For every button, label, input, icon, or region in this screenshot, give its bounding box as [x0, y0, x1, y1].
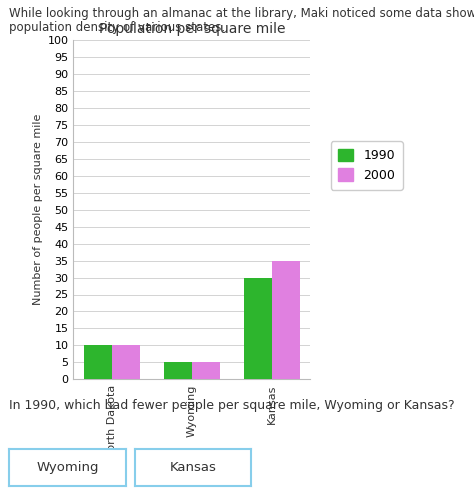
Y-axis label: Number of people per square mile: Number of people per square mile: [34, 114, 44, 305]
Bar: [112, 345, 140, 379]
Title: Population per square mile: Population per square mile: [99, 22, 285, 36]
Text: In 1990, which had fewer people per square mile, Wyoming or Kansas?: In 1990, which had fewer people per squa…: [9, 399, 455, 412]
Text: Kansas: Kansas: [170, 461, 217, 474]
X-axis label: States: States: [174, 463, 210, 473]
Bar: [84, 345, 112, 379]
Bar: [192, 363, 220, 379]
Text: population density of various states.: population density of various states.: [9, 21, 226, 34]
Bar: [272, 260, 300, 379]
Legend: 1990, 2000: 1990, 2000: [331, 141, 403, 189]
Text: While looking through an almanac at the library, Maki noticed some data showing : While looking through an almanac at the …: [9, 7, 474, 20]
Bar: [244, 278, 272, 379]
Bar: [164, 363, 192, 379]
Text: Wyoming: Wyoming: [36, 461, 99, 474]
